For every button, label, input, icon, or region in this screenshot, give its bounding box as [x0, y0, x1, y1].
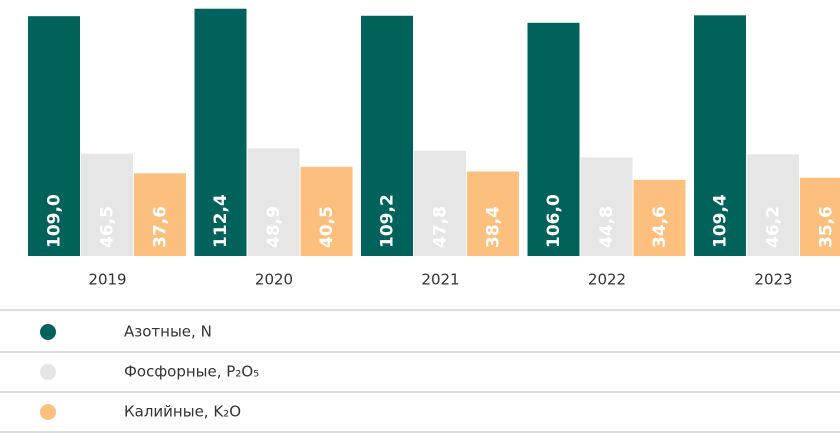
legend-swatch [40, 404, 56, 420]
value-label: 106,0 [544, 194, 564, 248]
legend-label: Азотные, N [124, 323, 212, 341]
bar [633, 179, 686, 256]
bar [580, 157, 633, 256]
value-label: 47,8 [431, 206, 451, 248]
legend-label: Калийные, K₂O [124, 403, 241, 421]
value-label: 48,9 [264, 206, 284, 248]
value-label: 109,4 [711, 194, 731, 248]
bar [527, 22, 580, 256]
value-label: 109,2 [378, 194, 398, 248]
legend-label: Фосфорные, P₂O₅ [124, 363, 259, 381]
x-tick-label: 2023 [754, 271, 792, 289]
value-label: 112,4 [211, 194, 231, 248]
bar [247, 148, 300, 256]
value-label: 34,6 [650, 206, 670, 248]
legend-swatch [40, 324, 56, 340]
x-tick-label: 2021 [421, 271, 459, 289]
value-label: 46,5 [98, 206, 118, 248]
bar [81, 153, 133, 256]
bar [694, 15, 746, 256]
value-label: 40,5 [317, 206, 337, 248]
bar [747, 154, 799, 256]
bar [300, 166, 353, 256]
bar [361, 15, 413, 257]
bar [134, 173, 186, 256]
value-label: 37,6 [151, 206, 171, 248]
bar [414, 150, 466, 256]
x-tick-label: 2020 [255, 271, 293, 289]
bar [800, 177, 840, 256]
bar [194, 8, 247, 256]
x-tick-label: 2022 [588, 271, 626, 289]
legend-swatch [40, 364, 56, 380]
value-label: 109,0 [45, 194, 65, 248]
value-label: 46,2 [764, 206, 784, 248]
value-label: 38,4 [484, 206, 504, 248]
value-label: 35,6 [817, 206, 837, 248]
value-label: 44,8 [597, 206, 617, 248]
bar [467, 171, 519, 256]
x-tick-label: 2019 [88, 271, 126, 289]
bar [28, 16, 80, 257]
